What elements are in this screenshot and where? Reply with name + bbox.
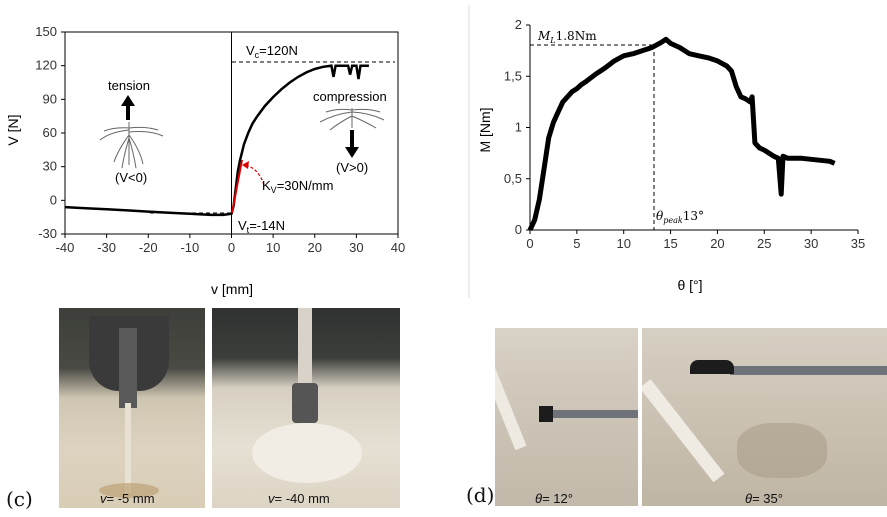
x-tick-label: -40 (56, 240, 75, 255)
y-tick-label: 0 (50, 192, 57, 207)
photo-c2-large-displacement (212, 308, 400, 508)
panel-label-d: (d) (466, 483, 495, 507)
x-tick-label: 30 (804, 236, 818, 251)
x-tick-label: -20 (139, 240, 158, 255)
root-drawing-tension-icon (99, 122, 164, 169)
sand-shadow (99, 483, 159, 498)
y-tick-label: 90 (43, 91, 57, 106)
y-tick-label: 120 (35, 58, 57, 73)
caption-c2: v= -40 mm (268, 491, 330, 506)
y-tick-label: 150 (35, 24, 57, 39)
compression-label: compression (313, 89, 387, 104)
vt-annotation: Vt=-14N (238, 218, 285, 235)
tension-arrow-icon (121, 95, 135, 120)
photo-d2-rotation-35 (642, 328, 887, 506)
y-tick-label: 60 (43, 125, 57, 140)
kv-annotation: KV=30N/mm (262, 178, 333, 195)
caption-d2: θ= 35° (745, 491, 783, 506)
compression-arrow-icon (345, 130, 359, 158)
clamp-center (119, 328, 137, 408)
y-tick-label: 1,5 (504, 68, 522, 83)
x-tick-label: 15 (663, 236, 677, 251)
x-tick-label: 20 (308, 240, 322, 255)
v-positive-label: (V>0) (336, 160, 368, 175)
root-rod (125, 403, 131, 493)
caption-d1: θ= 12° (535, 491, 573, 506)
series-line-moment (527, 36, 836, 232)
caption-c1: v= -5 mm (100, 491, 155, 506)
tension-label: tension (108, 78, 150, 93)
x-tick-label: 5 (573, 236, 580, 251)
y-tick-label: 0 (515, 222, 522, 237)
root-drawing-compression-icon (319, 108, 385, 131)
loading-rod (730, 366, 887, 375)
y-tick-label: -30 (38, 226, 57, 241)
rod-clamp (539, 406, 553, 422)
series-line-force (64, 64, 369, 217)
disturbed-sand (737, 423, 827, 478)
theta-peak-annotation: θpeak13° (656, 209, 704, 225)
x-tick-label: 20 (710, 236, 724, 251)
y-tick-label: 0,5 (504, 171, 522, 186)
kv-tangent-line (231, 159, 243, 214)
x-tick-label: 10 (616, 236, 630, 251)
loading-rod (550, 410, 638, 418)
y-tick-label: 2 (515, 17, 522, 32)
chart1-xlabel: v [mm] (211, 281, 253, 297)
y-tick-label: 30 (43, 159, 57, 174)
x-tick-label: 0 (526, 236, 533, 251)
photo-c1-small-displacement (59, 308, 205, 508)
panel-label-c: (c) (6, 487, 33, 511)
chart-moment-rotation: 0 5 10 15 20 25 30 35 0 0,5 1 1,5 2 ML1.8Nm θpeak13°… (468, 5, 865, 298)
x-tick-label: 30 (349, 240, 363, 255)
y-tick-label: 1 (515, 120, 522, 135)
ml-annotation: ML1.8Nm (537, 29, 597, 45)
disturbed-sand (252, 423, 362, 483)
kv-arrowhead (242, 161, 249, 169)
photo-d1-rotation-12 (495, 328, 638, 506)
x-tick-label: 0 (228, 240, 235, 255)
chart2-ylabel: M [Nm] (477, 107, 493, 152)
rod-clamp (690, 360, 734, 374)
x-tick-label: 25 (757, 236, 771, 251)
x-tick-label: -10 (180, 240, 199, 255)
vc-annotation: Vc=120N (246, 43, 298, 60)
root-model-tilted (642, 379, 725, 483)
rod-connector (292, 383, 318, 423)
x-tick-label: 40 (391, 240, 405, 255)
v-negative-label: (V<0) (115, 170, 147, 185)
chart2-xlabel: θ [°] (677, 277, 702, 293)
root-model-tilted (495, 343, 527, 451)
x-tick-label: 10 (266, 240, 280, 255)
x-tick-label: 35 (851, 236, 865, 251)
x-tick-label: -30 (97, 240, 116, 255)
chart1-ylabel: V [N] (5, 114, 21, 145)
